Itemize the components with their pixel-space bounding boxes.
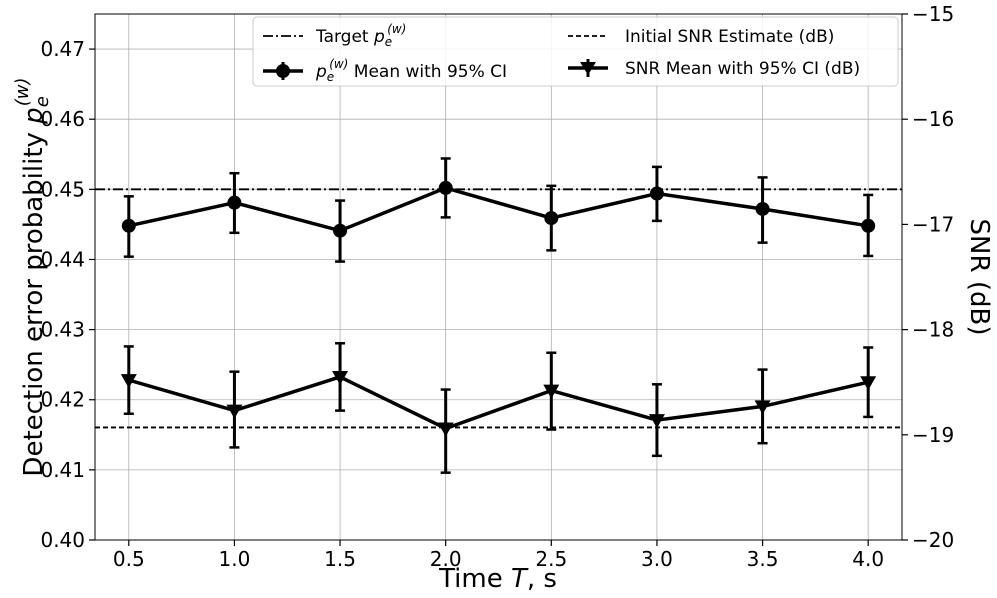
snr-data-point xyxy=(226,404,243,419)
x-tick-label: 2.0 xyxy=(430,547,462,571)
legend-circle-marker xyxy=(276,64,290,78)
pe-data-point xyxy=(438,180,453,195)
pe-data-point xyxy=(333,223,348,238)
snr-series-line xyxy=(128,375,869,431)
pe-data-point xyxy=(121,218,136,233)
pe-data-point xyxy=(649,186,664,201)
legend-pe-mean-label: pe(w) Mean with 95% CI xyxy=(315,57,507,84)
snr-data-point xyxy=(120,374,137,389)
y-axis-left-label: Detection error probability pe(w) xyxy=(12,77,53,476)
y-right-tick-label: −20 xyxy=(912,528,954,552)
x-tick-label: 0.5 xyxy=(113,547,145,571)
x-tick-label: 3.5 xyxy=(747,547,779,571)
snr-data-point xyxy=(648,414,665,429)
pe-data-point xyxy=(227,195,242,210)
y-right-tick-label: −18 xyxy=(912,318,954,342)
snr-data-point xyxy=(754,400,771,415)
y-right-tick-label: −15 xyxy=(912,2,954,26)
pe-series-line xyxy=(128,186,869,233)
axis-ticks: 0.5 1.0 1.5 2.0 2.5 3.0 3.5 4.0 0.40 0.41 0.42 0.43… xyxy=(40,2,954,571)
y-left-tick-label: 0.46 xyxy=(40,107,85,131)
pe-data-point xyxy=(861,218,876,233)
reference-lines xyxy=(95,188,902,429)
plot-frame xyxy=(94,13,903,541)
y-left-tick-label: 0.44 xyxy=(40,247,85,271)
x-tick-label: 2.5 xyxy=(535,547,567,571)
x-tick-label: 4.0 xyxy=(852,547,884,571)
legend-box xyxy=(252,16,899,87)
legend-target-label: Target pe(w) xyxy=(315,22,406,49)
legend-entry-target: Target pe(w) xyxy=(263,22,406,49)
grid-lines xyxy=(95,14,902,541)
pe-data-point xyxy=(544,211,559,226)
y-right-tick-label: −16 xyxy=(912,107,954,131)
y-left-tick-label: 0.41 xyxy=(40,458,85,482)
x-tick-label: 3.0 xyxy=(641,547,673,571)
legend-entry-snr-mean: SNR Mean with 95% CI (dB) xyxy=(568,59,860,79)
y-right-tick-label: −17 xyxy=(912,212,954,236)
legend-entry-pe-mean: pe(w) Mean with 95% CI xyxy=(263,57,507,84)
y-right-tick-label: −19 xyxy=(912,423,954,447)
snr-data-point xyxy=(543,384,560,399)
snr-data-point xyxy=(332,370,349,385)
legend-entry-initial-snr: Initial SNR Estimate (dB) xyxy=(568,27,834,47)
x-axis-label: Time T, s xyxy=(438,564,557,594)
x-tick-label: 1.5 xyxy=(324,547,356,571)
legend: Target pe(w) pe(w) Mean with 95% CI Init… xyxy=(252,16,899,87)
y-left-tick-label: 0.47 xyxy=(40,37,85,61)
snr-data-point xyxy=(860,376,877,391)
legend-initial-snr-label: Initial SNR Estimate (dB) xyxy=(625,27,834,47)
y-left-tick-label: 0.40 xyxy=(40,528,85,552)
y-left-tick-label: 0.45 xyxy=(40,177,85,201)
legend-snr-mean-label: SNR Mean with 95% CI (dB) xyxy=(625,59,860,79)
y-axis-right-label: SNR (dB) xyxy=(964,219,994,336)
y-left-tick-label: 0.42 xyxy=(40,388,85,412)
series-layer xyxy=(120,157,877,474)
pe-data-point xyxy=(755,201,770,216)
y-left-tick-label: 0.43 xyxy=(40,318,85,342)
snr-data-point xyxy=(437,422,454,437)
legend-triangle-marker xyxy=(580,62,596,75)
x-tick-label: 1.0 xyxy=(219,547,251,571)
